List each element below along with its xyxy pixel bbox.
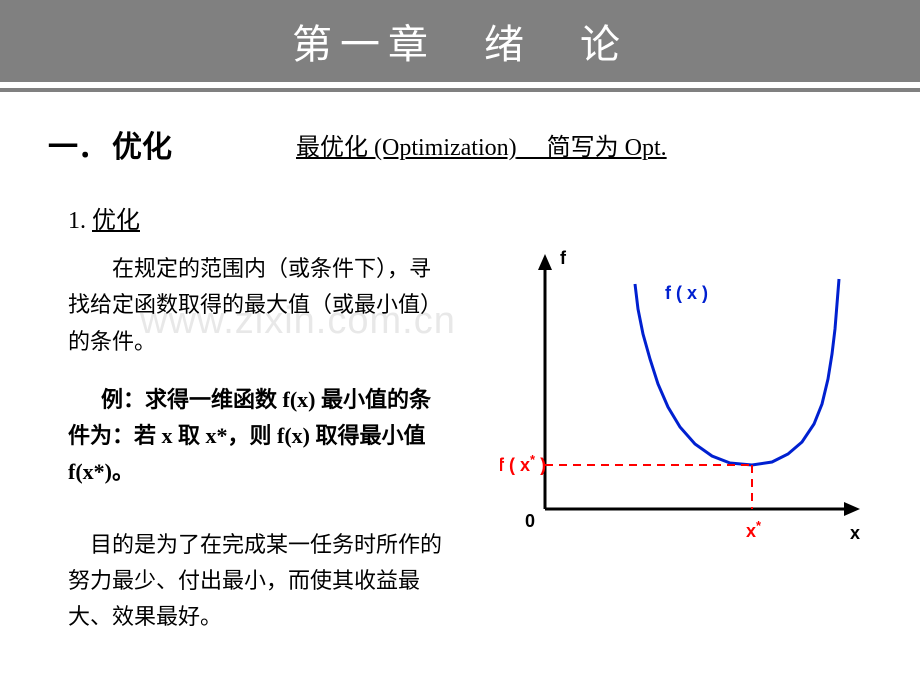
svg-text:x: x	[850, 523, 860, 543]
content-area: 一． 优化 最优化 (Optimization) 简写为 Opt. 1. 优化 …	[0, 92, 920, 636]
svg-text:f: f	[560, 249, 567, 268]
chapter-title-bar: 第一章 绪 论	[0, 0, 920, 82]
chart-container: f f ( x ) f ( x* ) 0 x* x	[500, 249, 880, 636]
svg-text:0: 0	[525, 511, 535, 531]
body-text-column: 在规定的范围内（或条件下），寻找给定函数取得的最大值（或最小值）的条件。 例：求…	[68, 245, 450, 636]
chapter-title: 第一章 绪 论	[292, 12, 628, 70]
opt-cn: 最优化	[296, 135, 368, 161]
paragraph-1: 在规定的范围内（或条件下），寻找给定函数取得的最大值（或最小值）的条件。	[68, 251, 450, 360]
subsection-heading: 1. 优化	[68, 200, 880, 235]
svg-text:f ( x* ): f ( x* )	[500, 452, 546, 475]
svg-text:f ( x ): f ( x )	[665, 283, 708, 303]
section-heading-row: 一． 优化 最优化 (Optimization) 简写为 Opt.	[48, 122, 880, 166]
subsection-number: 1.	[68, 208, 92, 234]
body-row: 在规定的范围内（或条件下），寻找给定函数取得的最大值（或最小值）的条件。 例：求…	[68, 245, 880, 636]
subsection-title: 优化	[92, 208, 140, 234]
section-title: 优化	[112, 122, 172, 166]
svg-text:x*: x*	[746, 518, 762, 541]
paragraph-2: 例：求得一维函数 f(x) 最小值的条件为：若 x 取 x*，则 f(x) 取得…	[68, 382, 450, 491]
optimization-label: 最优化 (Optimization) 简写为 Opt.	[296, 127, 667, 162]
paragraph-3: 目的是为了在完成某一任务时所作的努力最少、付出最小，而使其收益最大、效果最好。	[68, 527, 450, 636]
opt-abbrev: 简写为 Opt.	[517, 135, 667, 161]
function-chart: f f ( x ) f ( x* ) 0 x* x	[500, 249, 880, 559]
section-number: 一．	[48, 122, 108, 166]
opt-en: (Optimization)	[368, 135, 517, 161]
